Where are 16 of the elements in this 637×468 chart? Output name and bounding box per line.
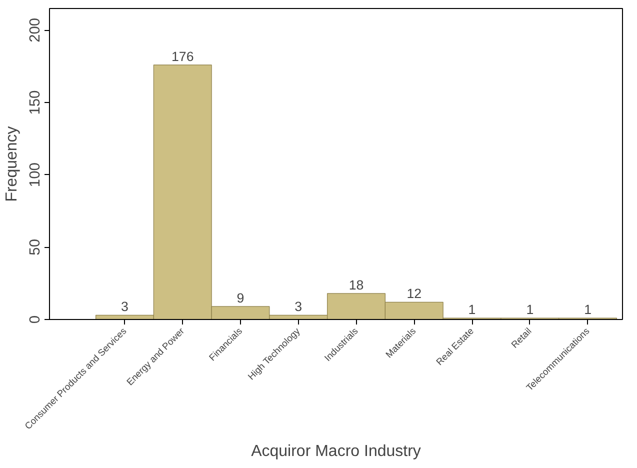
data-label: 18 — [348, 277, 364, 292]
data-label: 12 — [406, 286, 422, 302]
data-label: 1 — [526, 302, 534, 318]
data-label: 3 — [121, 299, 128, 314]
data-label: 1 — [468, 302, 476, 318]
y-tick-label: 100 — [28, 162, 44, 188]
y-tick-label: 200 — [28, 18, 44, 42]
y-tick-label: 0 — [28, 315, 44, 324]
y-tick-label: 50 — [28, 239, 44, 256]
data-label: 1 — [584, 302, 592, 318]
data-label: 176 — [172, 48, 194, 64]
data-label: 9 — [236, 290, 244, 306]
x-axis-title: Acquiror Macro Industry — [251, 442, 421, 460]
y-tick-label: 150 — [28, 90, 44, 115]
data-label: 3 — [294, 299, 302, 314]
y-axis-title: Frequency — [4, 126, 20, 202]
